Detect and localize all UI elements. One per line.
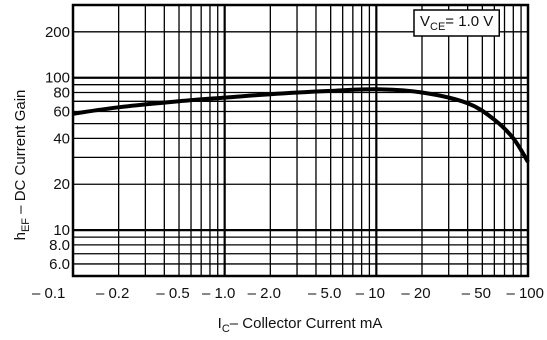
- annotation-label: VCE= 1.0 V: [420, 13, 493, 33]
- grid-major: [73, 5, 528, 276]
- y-tick-label: 60: [53, 104, 70, 121]
- plot-frame: [71, 3, 530, 278]
- series-line: [72, 87, 530, 164]
- y-tick-label: 8.0: [49, 237, 70, 254]
- y-tick-label: 20: [53, 176, 70, 193]
- annotation-box: VCE= 1.0 V: [413, 9, 500, 37]
- x-tick-label: – 0.5: [156, 285, 189, 302]
- y-tick-label: 80: [53, 84, 70, 101]
- curve-layer: [72, 87, 530, 164]
- y-tick-label: 6.0: [49, 256, 70, 273]
- x-tick-label: – 5.0: [308, 285, 341, 302]
- y-tick-label: 40: [53, 130, 70, 147]
- x-tick-label: – 100: [506, 285, 544, 302]
- x-tick-label: – 2.0: [248, 285, 281, 302]
- y-axis-label: hEF – DC Current Gain: [12, 90, 32, 241]
- x-tick-label: – 1.0: [202, 285, 235, 302]
- x-tick-label: – 50: [462, 285, 491, 302]
- y-tick-label: 200: [45, 24, 70, 41]
- x-tick-label: – 20: [401, 285, 430, 302]
- x-tick-label: – 10: [356, 285, 385, 302]
- annotation-frame: [413, 9, 500, 37]
- y-tick-label: 100: [45, 70, 70, 87]
- x-tick-label: – 0.1: [32, 285, 65, 302]
- x-tick-labels: – 0.1 – 0.2 – 0.5 – 1.0 – 2.0 – 5.0 – 10 – 20 – …: [32, 285, 544, 302]
- y-tick-label: 10: [53, 222, 70, 239]
- x-tick-label: – 0.2: [96, 285, 129, 302]
- grid-minor: [73, 5, 528, 276]
- x-axis-label: IC– Collector Current mA: [218, 315, 383, 335]
